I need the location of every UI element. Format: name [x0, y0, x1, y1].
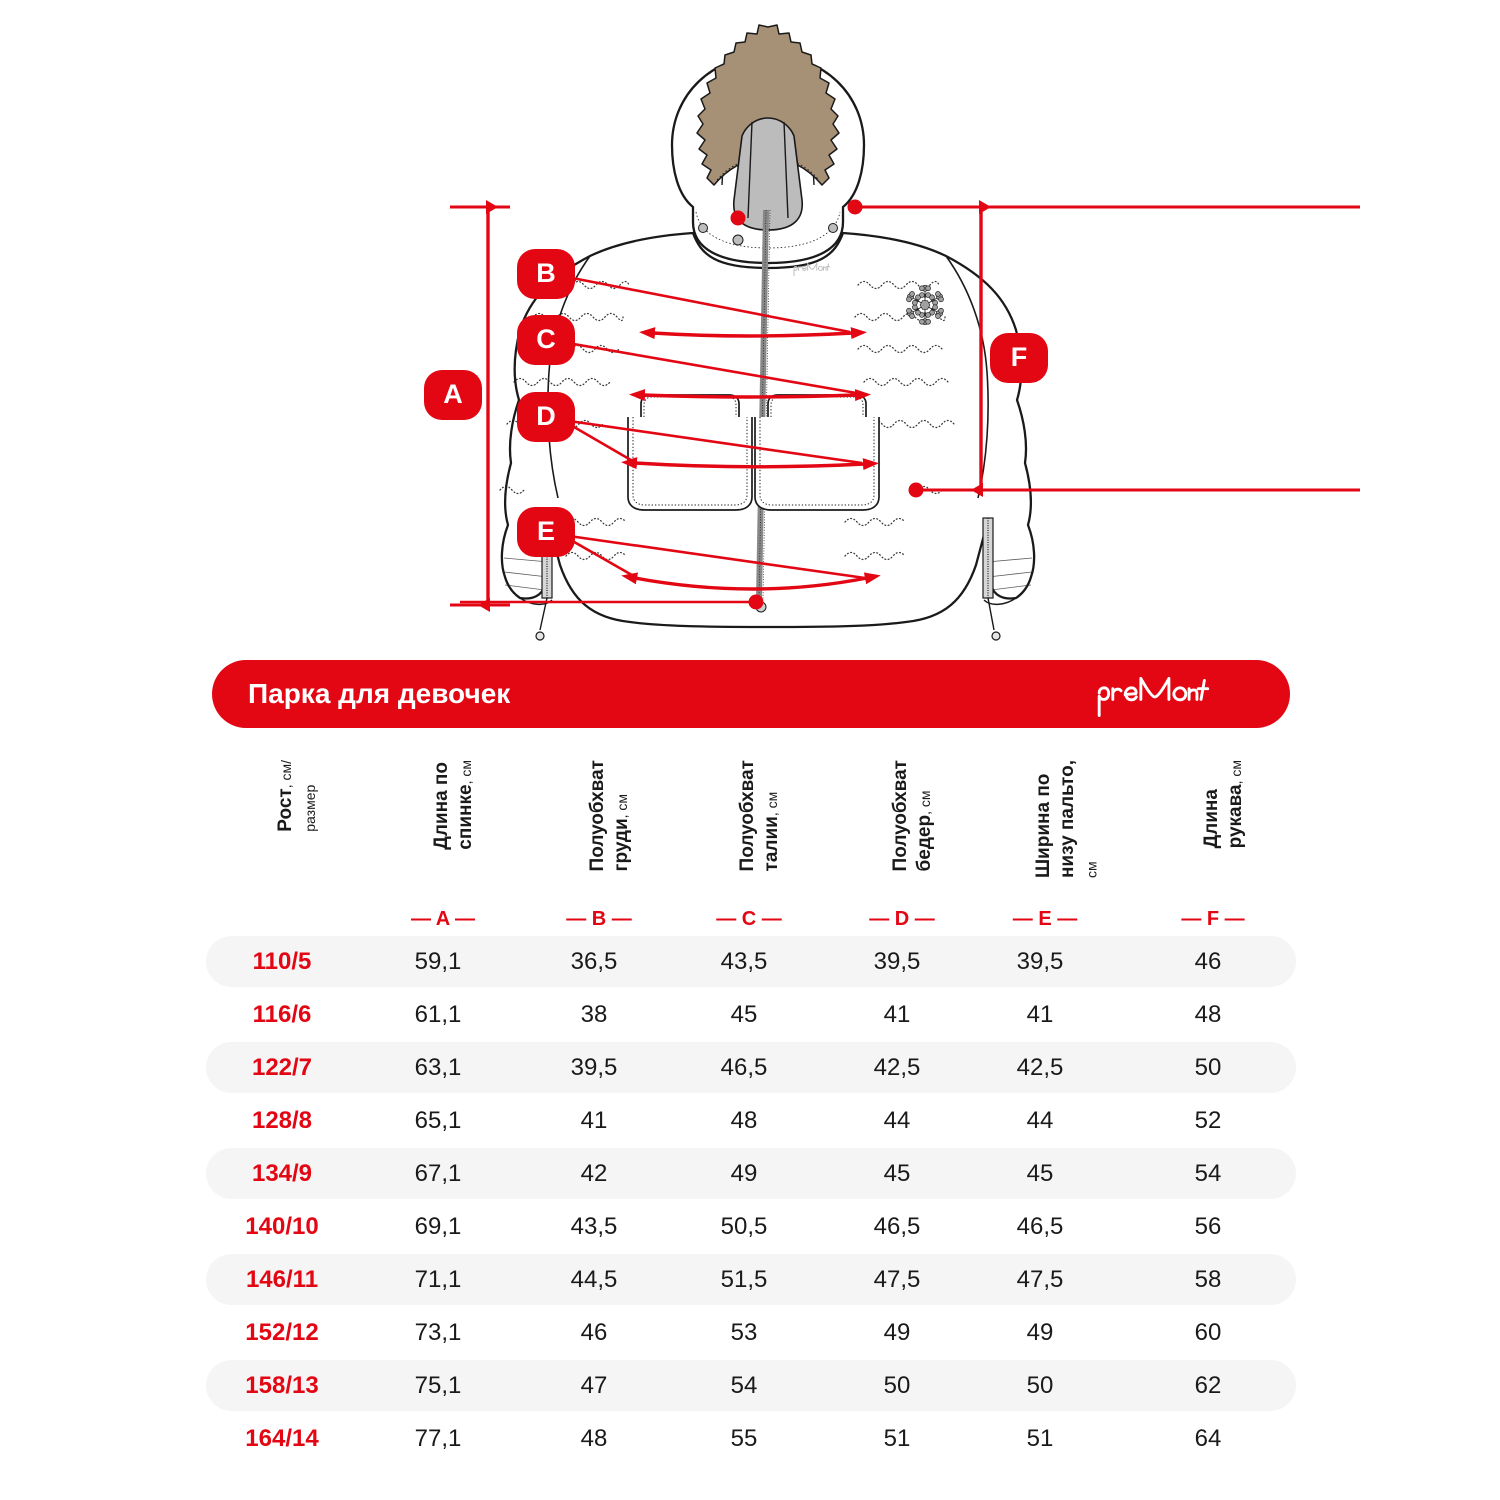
- svg-text:E: E: [537, 516, 555, 546]
- svg-text:F: F: [1011, 342, 1028, 372]
- svg-text:A: A: [443, 379, 463, 409]
- svg-text:D: D: [536, 401, 556, 431]
- svg-text:C: C: [536, 324, 556, 354]
- svg-text:B: B: [536, 258, 556, 288]
